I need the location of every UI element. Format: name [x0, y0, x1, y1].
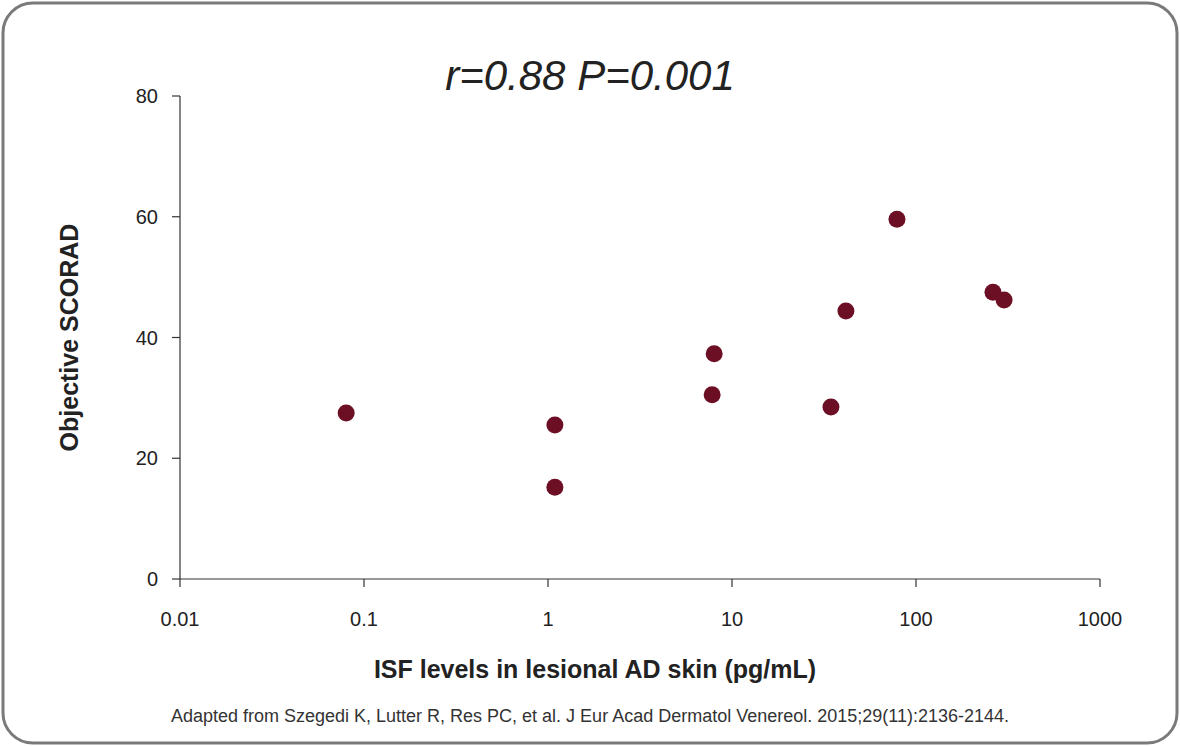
points — [338, 211, 1013, 496]
y-tick — [172, 216, 180, 217]
point — [546, 417, 563, 434]
frame — [3, 3, 1177, 743]
point — [996, 292, 1013, 309]
point — [837, 302, 854, 319]
title: r=0.88 P=0.001 — [445, 52, 735, 99]
point — [338, 404, 355, 421]
x-tick — [547, 579, 548, 587]
point — [706, 345, 723, 362]
y-tick — [172, 337, 180, 338]
x-axis-label: ISF levels in lesional AD skin (pg/mL) — [374, 655, 816, 683]
x-tick — [363, 579, 364, 587]
x-tick-label: 10 — [721, 608, 743, 630]
x-tick — [179, 579, 180, 587]
y-axis-label: Objective SCORAD — [55, 224, 83, 452]
x-tick-label: 0.01 — [161, 608, 200, 630]
annotation: Adapted from Szegedi K, Lutter R, Res PC… — [171, 706, 1009, 726]
y-tick — [172, 578, 180, 579]
y-tick — [172, 95, 180, 96]
x-tick-label: 1 — [542, 608, 553, 630]
x-tick — [1099, 579, 1100, 587]
x-tick-label: 1000 — [1078, 608, 1123, 630]
x-axis — [180, 578, 1100, 579]
point — [822, 398, 839, 415]
point — [546, 479, 563, 496]
point — [888, 211, 905, 228]
point — [704, 386, 721, 403]
y-tick-label: 40 — [136, 327, 158, 349]
y-tick-label: 80 — [136, 85, 158, 107]
x-tick-label: 0.1 — [350, 608, 378, 630]
x-tick — [915, 579, 916, 587]
x-tick — [731, 579, 732, 587]
y-tick-label: 20 — [136, 447, 158, 469]
chart: r=0.88 P=0.001 0 20 40 60 80 0.01 0.1 1 10 100 1000… — [0, 0, 1180, 746]
y-tick-label: 0 — [147, 568, 158, 590]
y-tick — [172, 458, 180, 459]
x-tick-label: 100 — [899, 608, 932, 630]
y-tick-label: 60 — [136, 206, 158, 228]
